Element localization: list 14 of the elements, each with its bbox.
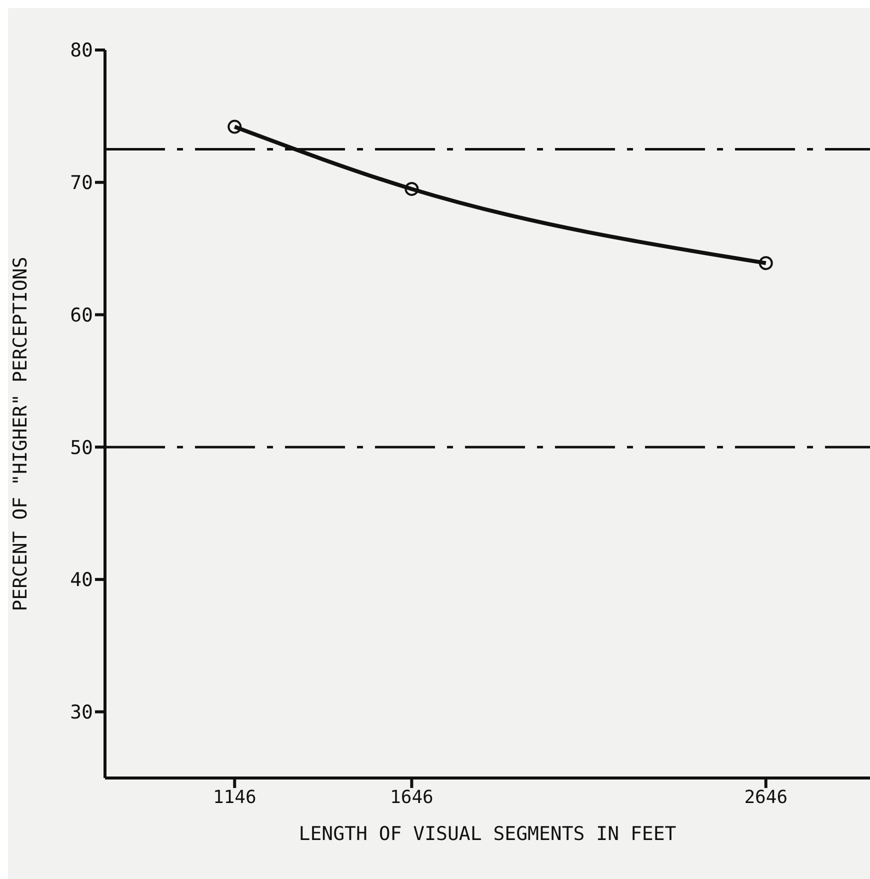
x-tick-label: 2646 (744, 786, 788, 808)
y-tick-label: 30 (70, 702, 93, 724)
y-tick-label: 70 (70, 172, 93, 194)
y-axis-title: PERCENT OF "HIGHER" PERCEPTIONS (10, 256, 32, 612)
x-axis-title: LENGTH OF VISUAL SEGMENTS IN FEET (298, 823, 676, 845)
y-tick-label: 60 (70, 304, 93, 326)
point (404, 182, 419, 196)
y-tick-label: 80 (70, 40, 93, 62)
x-tick-label: 1146 (212, 786, 256, 808)
point (758, 256, 773, 270)
x-tick-label: 1646 (390, 786, 434, 808)
y-tick-label: 50 (70, 436, 93, 459)
point (228, 120, 242, 134)
y-tick-label: 40 (70, 569, 93, 592)
